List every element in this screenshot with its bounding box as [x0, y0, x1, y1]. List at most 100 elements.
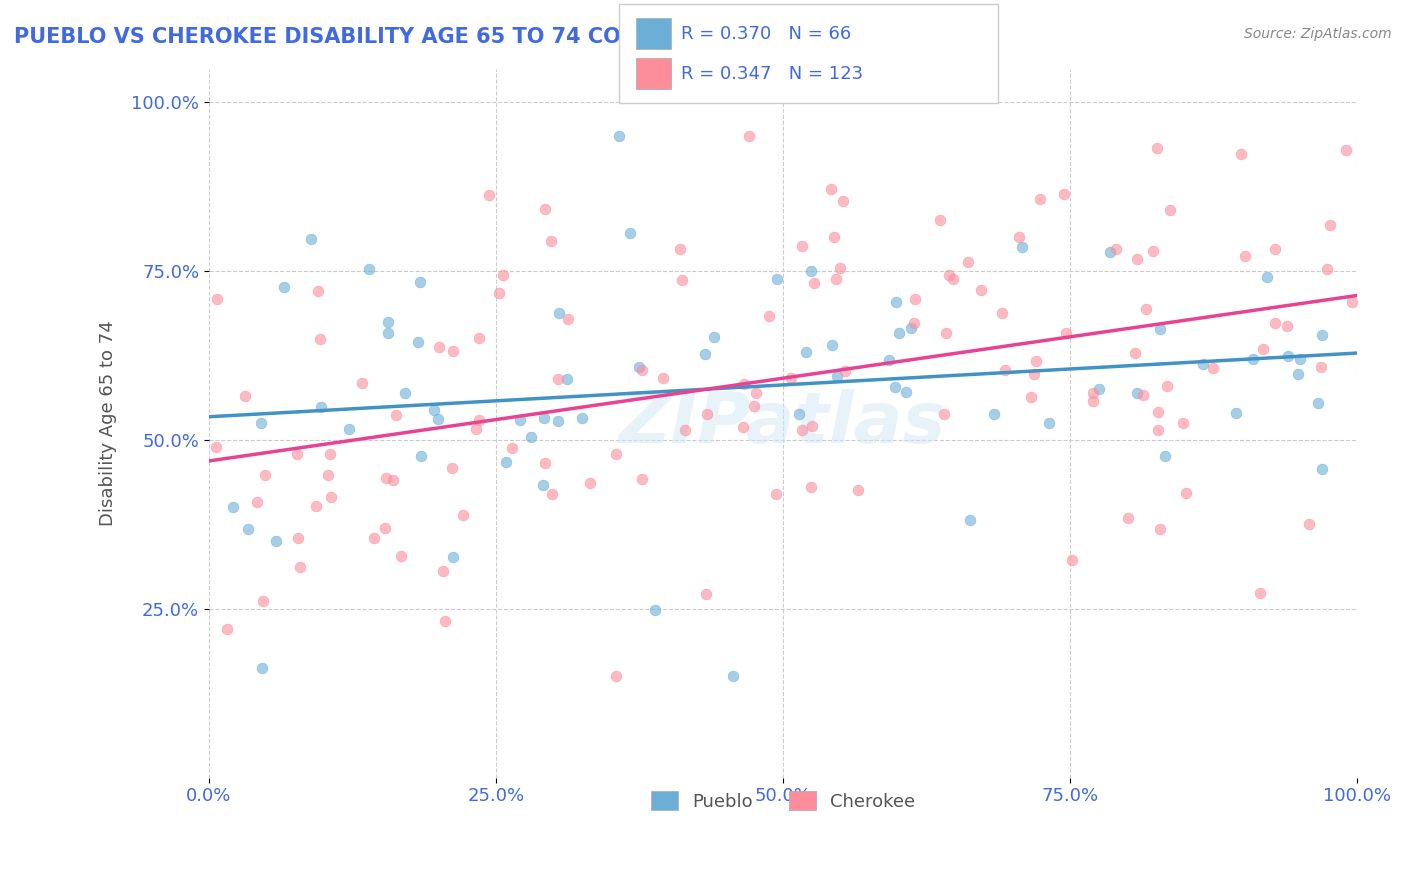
Point — [316, 468, 339, 483]
Point — [287, 531, 309, 545]
Point — [427, 339, 450, 353]
Point — [1312, 327, 1334, 342]
Point — [375, 471, 398, 485]
Point — [377, 315, 399, 329]
Point — [1019, 390, 1042, 404]
Point — [406, 334, 429, 349]
Point — [309, 332, 332, 346]
Point — [533, 411, 555, 425]
Point — [377, 326, 399, 340]
Point — [1038, 417, 1060, 431]
Point — [1149, 522, 1171, 536]
Point — [1125, 252, 1147, 266]
Point — [1298, 516, 1320, 531]
Point — [394, 386, 416, 401]
Point — [800, 419, 823, 434]
Point — [252, 661, 274, 675]
Point — [1054, 326, 1077, 340]
Point — [238, 522, 260, 536]
Point — [790, 239, 813, 253]
Point — [900, 321, 922, 335]
Point — [288, 560, 311, 574]
Point — [1289, 352, 1312, 367]
Point — [1316, 262, 1339, 277]
Point — [254, 467, 277, 482]
Point — [305, 499, 328, 513]
Point — [800, 480, 823, 494]
Point — [423, 402, 446, 417]
Text: PUEBLO VS CHEROKEE DISABILITY AGE 65 TO 74 CORRELATION CHART: PUEBLO VS CHEROKEE DISABILITY AGE 65 TO … — [14, 27, 837, 46]
Point — [1081, 386, 1104, 401]
Point — [1022, 367, 1045, 381]
Point — [1277, 350, 1299, 364]
Point — [983, 408, 1005, 422]
Point — [903, 317, 925, 331]
Point — [1175, 485, 1198, 500]
Point — [309, 401, 332, 415]
Point — [359, 262, 381, 277]
Point — [440, 461, 463, 475]
Point — [1105, 243, 1128, 257]
Point — [789, 408, 811, 422]
Point — [205, 292, 228, 306]
Point — [1008, 230, 1031, 244]
Point — [1340, 294, 1362, 309]
Point — [733, 419, 755, 434]
Point — [547, 306, 569, 320]
Point — [956, 255, 979, 269]
Point — [1249, 586, 1271, 600]
Point — [1192, 357, 1215, 371]
Point — [1256, 270, 1278, 285]
Point — [540, 235, 562, 249]
Point — [671, 273, 693, 287]
Point — [928, 213, 950, 227]
Point — [970, 283, 993, 297]
Point — [1229, 146, 1251, 161]
Point — [1099, 245, 1122, 260]
Point — [737, 129, 759, 144]
Point — [547, 372, 569, 386]
Point — [884, 380, 907, 394]
Point — [264, 533, 287, 548]
Point — [1149, 322, 1171, 336]
Point — [1264, 316, 1286, 330]
Point — [1123, 345, 1146, 359]
Point — [605, 447, 627, 461]
Point — [478, 187, 501, 202]
Point — [828, 261, 851, 276]
Point — [693, 347, 716, 361]
Point — [307, 284, 329, 298]
Point — [1147, 423, 1170, 437]
Point — [509, 413, 531, 427]
Point — [758, 309, 780, 323]
Point — [631, 472, 654, 486]
Point — [832, 194, 855, 209]
Point — [1225, 406, 1247, 420]
Point — [531, 478, 554, 492]
Point — [780, 371, 803, 385]
Point — [745, 385, 768, 400]
Point — [834, 364, 856, 378]
Y-axis label: Disability Age 65 to 74: Disability Age 65 to 74 — [100, 320, 117, 526]
Point — [1156, 378, 1178, 392]
Point — [468, 330, 491, 344]
Point — [884, 295, 907, 310]
Point — [703, 329, 725, 343]
Point — [1264, 242, 1286, 256]
Point — [631, 363, 654, 377]
Point — [607, 129, 630, 144]
Point — [433, 615, 456, 629]
Point — [1171, 417, 1194, 431]
Point — [374, 521, 396, 535]
Point — [1286, 367, 1309, 381]
Point — [321, 490, 343, 504]
Point — [644, 603, 666, 617]
Point — [495, 455, 517, 469]
Point — [299, 232, 322, 246]
Point — [363, 531, 385, 545]
Point — [501, 441, 523, 455]
Text: ZIPatlas: ZIPatlas — [619, 389, 946, 458]
Point — [1116, 510, 1139, 524]
Point — [350, 376, 373, 390]
Point — [1029, 192, 1052, 206]
